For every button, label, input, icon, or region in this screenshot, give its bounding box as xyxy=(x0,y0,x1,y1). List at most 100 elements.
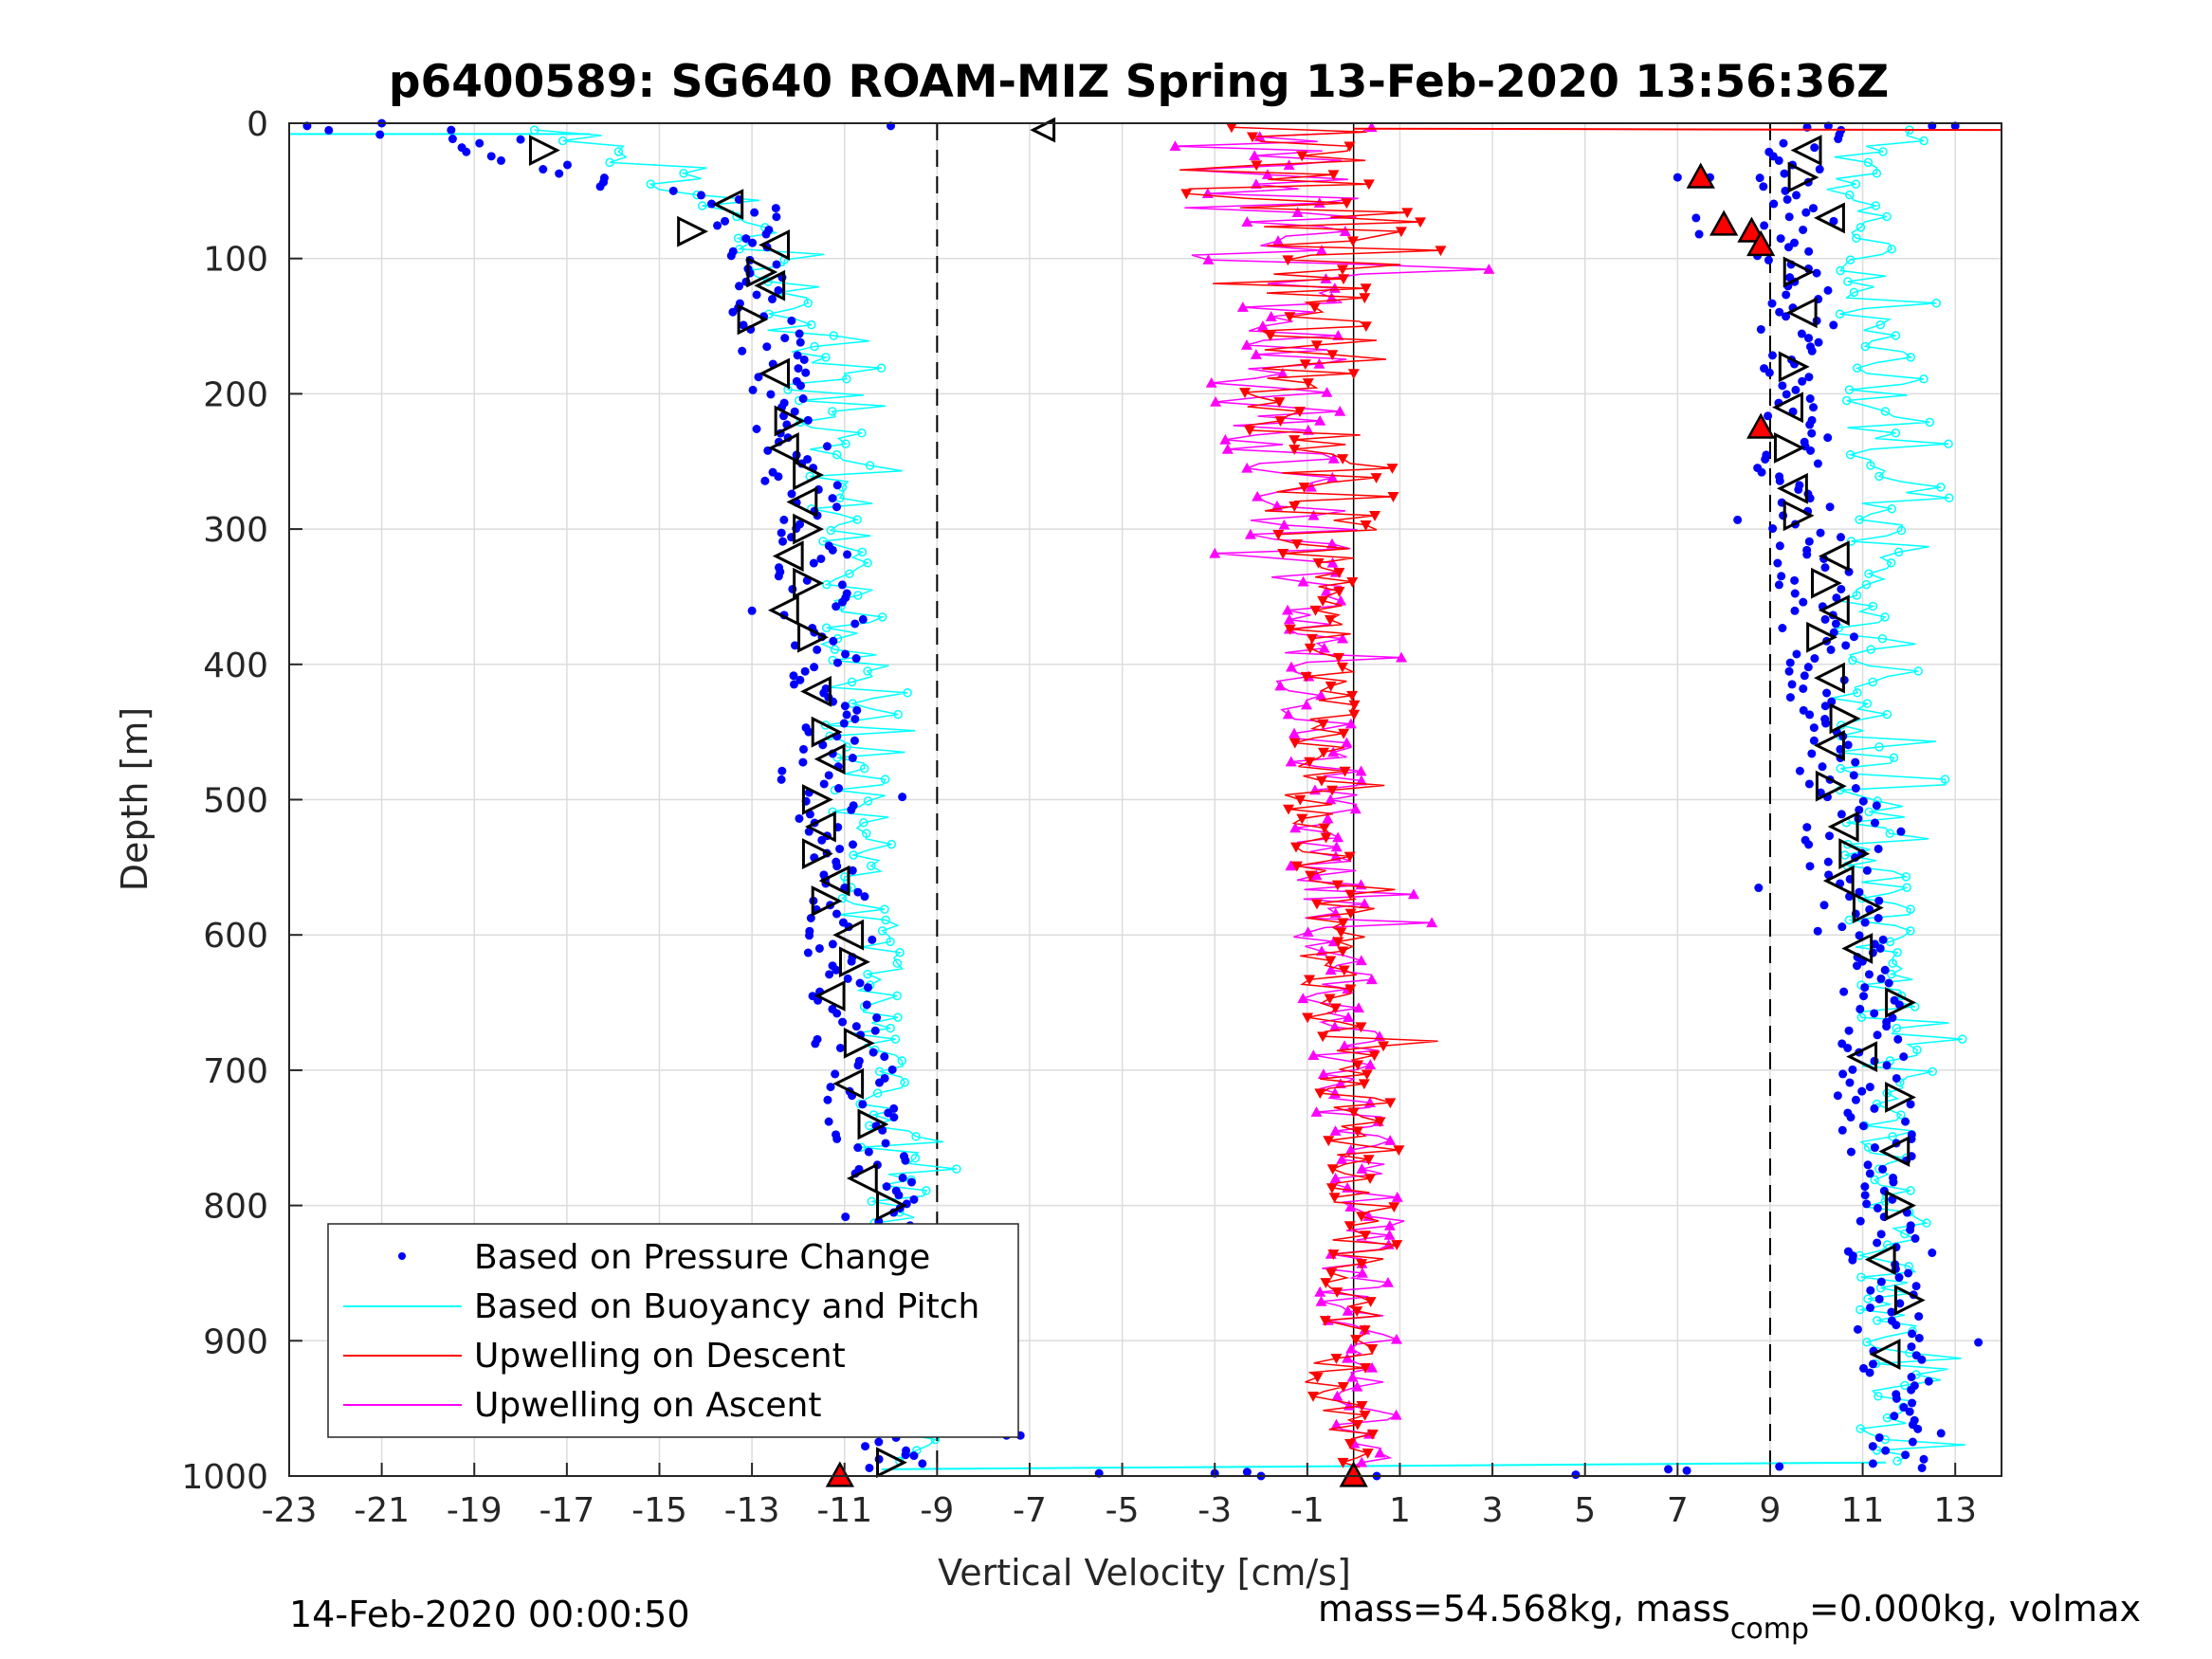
pressure-point-ascent xyxy=(1848,1065,1857,1074)
pressure-point-descent xyxy=(884,1108,893,1118)
buoyancy-point-descent xyxy=(830,645,840,654)
pressure-point-descent xyxy=(752,290,761,300)
pressure-point-descent xyxy=(834,784,844,793)
buoyancy-point-descent xyxy=(803,299,814,308)
pressure-point-descent xyxy=(735,282,744,291)
descent-triangle-marker xyxy=(767,432,799,464)
upwelling-marker-ascent xyxy=(1236,301,1249,312)
descent-triangle-marker xyxy=(767,594,799,627)
upwelling-marker-descent xyxy=(1366,1429,1379,1440)
pressure-point-ascent xyxy=(1831,619,1840,629)
pressure-point-descent xyxy=(874,1454,884,1464)
buoyancy-point-ascent xyxy=(1906,353,1916,362)
pressure-point-descent xyxy=(795,329,804,338)
pressure-point-ascent xyxy=(1914,1312,1924,1322)
upwelling-marker-ascent xyxy=(1325,964,1337,975)
upwelling-marker-descent xyxy=(1351,1419,1363,1431)
pressure-point-ascent xyxy=(1799,705,1808,715)
upwelling-marker-ascent xyxy=(1244,528,1256,539)
buoyancy-point-descent xyxy=(890,1034,901,1044)
upwelling-marker-descent xyxy=(1293,407,1306,417)
buoyancy-point-ascent xyxy=(1853,688,1862,698)
ascent-triangle-marker xyxy=(1814,662,1845,694)
pressure-point-descent xyxy=(817,835,827,845)
pressure-point-descent xyxy=(832,862,842,871)
buoyancy-point-descent xyxy=(893,709,903,720)
descent-triangle-marker xyxy=(814,979,846,1012)
buoyancy-point-descent xyxy=(880,904,889,914)
descent-triangle-marker xyxy=(746,256,778,288)
x-axis-ticks: -23 -21 -19 -17 -15 -13 -11 -9 -7 -5 -3 -1 1 3 5 7 9 11 13 xyxy=(262,1463,1977,1530)
pressure-point-ascent xyxy=(1862,866,1872,875)
ascent-triangle-marker xyxy=(1815,770,1847,802)
ascent-triangle-marker xyxy=(1893,1285,1926,1316)
pressure-point-ascent xyxy=(1773,558,1782,568)
buoyancy-point-descent xyxy=(865,461,875,470)
pressure-point-stray-20 xyxy=(1673,173,1682,182)
red-triangle-marker xyxy=(1339,1461,1368,1487)
pressure-point-ascent xyxy=(1807,346,1817,356)
pressure-point-ascent xyxy=(1755,173,1764,183)
pressure-point-descent xyxy=(828,494,837,503)
pressure-point-ascent xyxy=(1832,593,1841,603)
upwelling-marker-ascent xyxy=(1252,490,1264,501)
upwelling-marker-descent xyxy=(1290,861,1303,872)
buoyancy-point-ascent xyxy=(1864,569,1874,578)
buoyancy-point-descent xyxy=(911,1132,921,1141)
upwelling-marker-descent xyxy=(1361,1069,1373,1081)
pressure-point-descent xyxy=(875,1078,885,1087)
pressure-point-descent xyxy=(847,957,856,966)
upwelling-marker-ascent xyxy=(1352,1002,1364,1013)
plot-data xyxy=(289,117,2002,1487)
upwelling-marker-ascent xyxy=(1383,1229,1396,1240)
pressure-point-ascent xyxy=(1785,693,1795,702)
buoyancy-point-ascent xyxy=(1863,157,1874,168)
upwelling-marker-ascent xyxy=(1355,765,1367,776)
upwelling-marker-ascent xyxy=(1219,433,1232,445)
upwelling-marker-ascent xyxy=(1241,216,1253,227)
ascent-triangle-marker xyxy=(1818,540,1850,573)
upwelling-marker-descent xyxy=(1283,804,1295,815)
descent-triangle-marker xyxy=(786,486,818,518)
pressure-point-descent xyxy=(870,1026,880,1035)
pressure-point-descent xyxy=(761,229,771,239)
upwelling-marker-descent xyxy=(1225,122,1237,134)
pressure-point-ascent xyxy=(1808,204,1818,213)
upwelling-marker-descent xyxy=(1264,331,1276,342)
pressure-point-ascent xyxy=(1784,666,1794,676)
pressure-point-stray-2 xyxy=(516,135,525,144)
buoyancy-point-ascent xyxy=(1901,872,1911,882)
upwelling-marker-descent xyxy=(1331,1287,1344,1298)
pressure-point-ascent xyxy=(1859,992,1869,1001)
pressure-point-ascent xyxy=(1816,788,1825,797)
buoyancy-point-ascent xyxy=(1906,1186,1915,1195)
upwelling-marker-descent xyxy=(1323,1136,1335,1147)
pressure-point-descent xyxy=(832,965,841,975)
pressure-point-descent xyxy=(739,320,748,330)
pressure-point-descent xyxy=(853,1061,863,1070)
pressure-point-descent xyxy=(842,710,851,720)
descent-triangle-marker xyxy=(677,215,709,247)
upwelling-marker-descent xyxy=(1352,1060,1364,1071)
pressure-point-descent xyxy=(774,572,783,581)
upwelling-marker-ascent xyxy=(1366,1361,1379,1373)
pressure-point-ascent xyxy=(1803,663,1813,672)
upwelling-marker-ascent xyxy=(1390,1333,1402,1344)
pressure-point-ascent xyxy=(1913,1424,1923,1433)
descent-triangle-marker xyxy=(759,229,791,261)
upwelling-marker-ascent xyxy=(1325,538,1338,549)
upwelling-marker-descent xyxy=(1299,359,1311,371)
upwelling-marker-descent xyxy=(1314,1088,1326,1100)
upwelling-marker-descent xyxy=(1317,595,1329,607)
descent-triangle-marker xyxy=(832,919,865,951)
pressure-point-descent xyxy=(539,165,548,174)
upwelling-marker-ascent xyxy=(1326,556,1339,568)
pressure-point-stray-9 xyxy=(1242,1468,1252,1477)
upwelling-marker-ascent xyxy=(1364,1059,1377,1069)
descent-triangle-marker xyxy=(737,303,769,336)
pressure-point-ascent xyxy=(1816,528,1825,538)
pressure-point-ascent xyxy=(1824,870,1834,880)
pressure-point-descent xyxy=(826,1083,835,1092)
descent-triangle-marker xyxy=(814,743,846,775)
pressure-point-ascent xyxy=(1825,502,1835,512)
